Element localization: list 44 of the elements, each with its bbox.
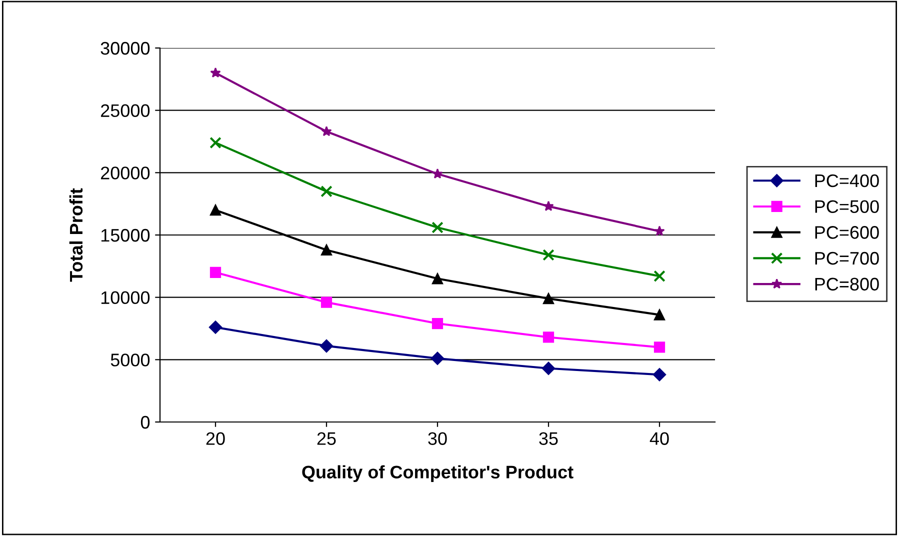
x-tick-label: 30 [428,432,447,445]
x-tick-label: 40 [650,432,669,445]
point [320,244,332,256]
point [432,168,443,179]
point [208,320,222,334]
y-tick-label: 30000 [100,42,150,55]
y-tick-label: 20000 [100,166,150,180]
point [210,136,222,149]
point [654,342,666,353]
point [652,368,666,382]
point [542,249,554,261]
point [654,270,666,282]
legend-label: PC=500 [815,200,879,213]
point [542,362,556,375]
point [321,126,332,136]
x-tick-label: 35 [539,432,558,445]
x-tick-label: 20 [206,432,225,445]
point [654,226,665,236]
point [543,200,554,211]
legend-label: PC=800 [815,278,879,291]
point [320,339,334,353]
point [320,296,332,308]
point [432,273,444,284]
y-tick-label: 10000 [101,291,150,304]
point [320,185,332,198]
point [542,332,554,343]
x-tick-label: 25 [317,432,336,445]
point [432,318,444,330]
y-tick-label: 25000 [100,104,150,118]
point [210,204,222,216]
y-axis-title: Total Profit [69,188,83,282]
y-tick-label: 0 [140,416,150,429]
point [210,266,222,278]
legend-label: PC=400 [815,174,879,188]
point [432,222,444,234]
point [654,309,666,320]
point [542,293,554,304]
y-tick-label: 15000 [101,228,150,242]
x-axis-title: Quality of Competitor's Product [302,465,574,482]
legend-label: PC=600 [815,226,879,239]
point [430,352,444,366]
point [210,67,221,78]
y-tick-label: 5000 [110,354,150,366]
legend-label: PC=700 [815,252,879,265]
